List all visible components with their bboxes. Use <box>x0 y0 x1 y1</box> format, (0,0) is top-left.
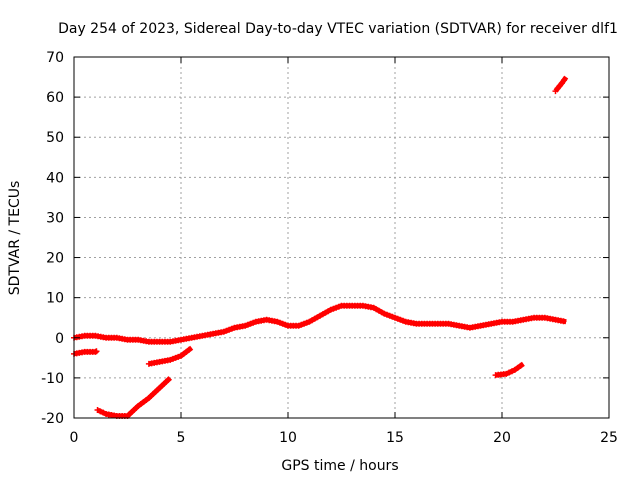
x-tick-label: 10 <box>279 430 297 446</box>
x-tick-label: 25 <box>600 430 618 446</box>
x-tick-label: 20 <box>493 430 511 446</box>
y-tick-label: -20 <box>41 411 64 427</box>
data-point-marker <box>560 318 567 325</box>
y-tick-label: 20 <box>46 251 64 267</box>
data-point-marker <box>517 362 524 369</box>
plot-frame <box>73 56 610 419</box>
series-main-arc <box>71 302 567 345</box>
y-tick-label: 10 <box>46 291 64 307</box>
data-point-marker <box>165 376 172 383</box>
x-tick-label: 5 <box>177 430 186 446</box>
y-tick-label: 60 <box>46 90 64 106</box>
x-tick-label: 0 <box>70 430 79 446</box>
data-point-marker <box>93 348 100 355</box>
chart-title: Day 254 of 2023, Sidereal Day-to-day VTE… <box>58 21 618 37</box>
grid-lines <box>74 57 609 418</box>
series-deep-dip <box>94 376 173 419</box>
data-point-marker <box>186 346 193 353</box>
data-series <box>71 75 569 419</box>
series-early-negative <box>71 348 100 357</box>
x-axis-label: GPS time / hours <box>281 458 398 474</box>
axis-ticks: 0 5 10 15 20 25 -20 -10 0 10 20 30 40 50 60 70 <box>41 50 618 446</box>
y-axis-label: SDTVAR / TECUs <box>7 181 23 296</box>
y-tick-label: 30 <box>46 210 64 226</box>
data-point-marker <box>561 77 568 84</box>
y-tick-label: 50 <box>46 130 64 146</box>
data-point-marker <box>558 80 565 87</box>
series-mid-recovery <box>145 345 194 367</box>
series-late-dip <box>492 361 525 379</box>
x-tick-label: 15 <box>386 430 404 446</box>
series-outlier-high <box>552 75 569 95</box>
y-tick-label: 70 <box>46 50 64 66</box>
y-tick-label: -10 <box>41 371 64 387</box>
y-tick-label: 40 <box>46 170 64 186</box>
y-tick-label: 0 <box>55 331 64 347</box>
